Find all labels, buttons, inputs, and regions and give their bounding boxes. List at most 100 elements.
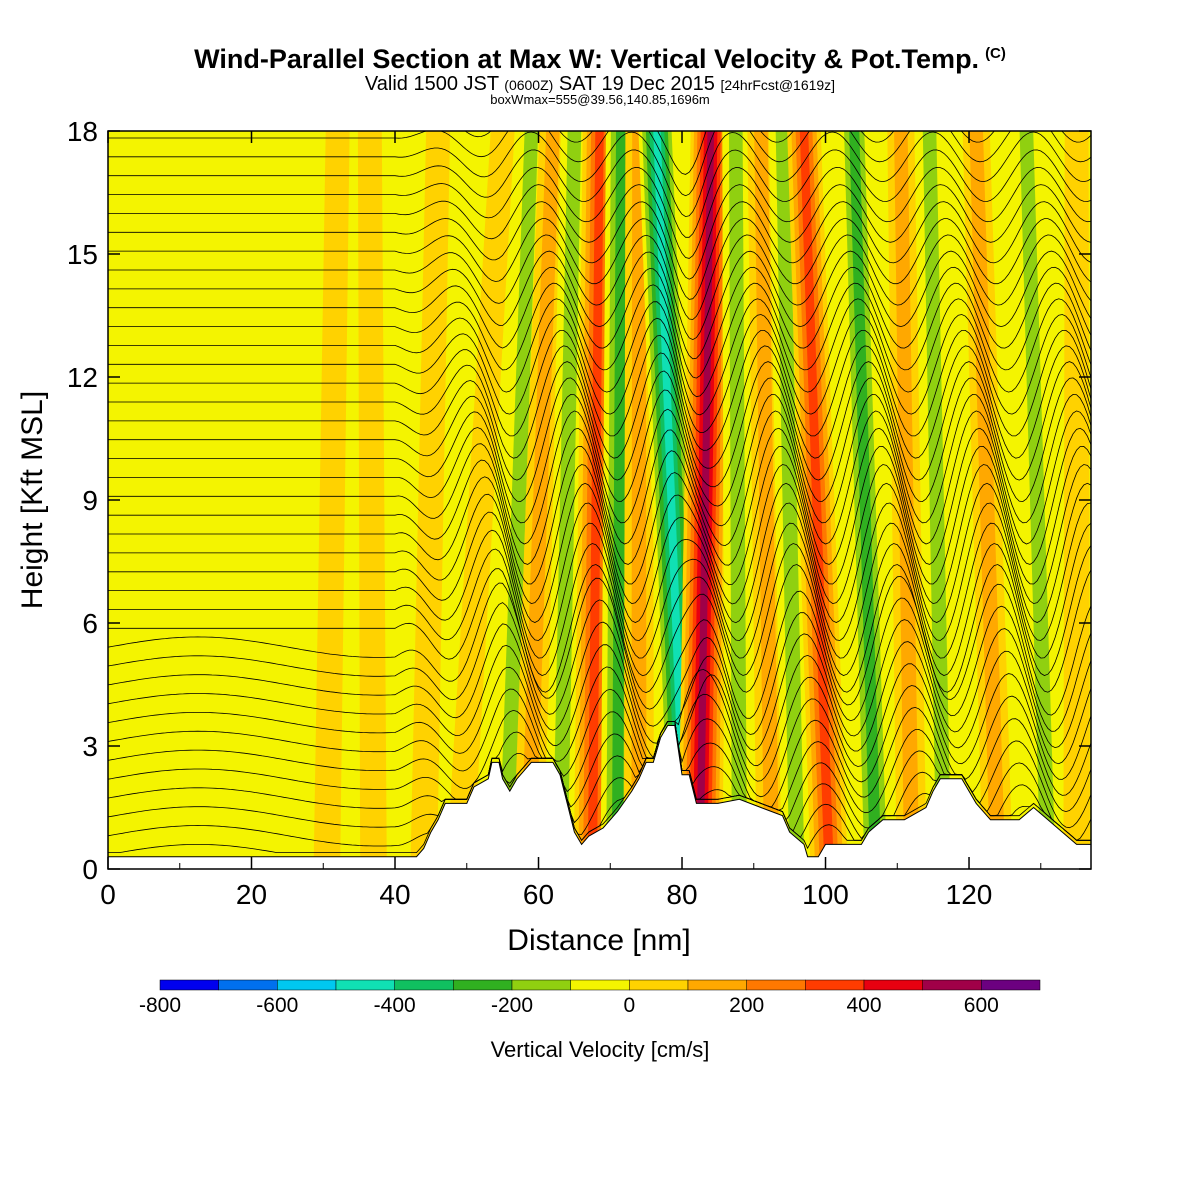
theta-contour [108, 575, 1091, 719]
velocity-band [410, 131, 450, 869]
theta-contour [108, 377, 1091, 507]
theta-contour [108, 706, 1091, 813]
chart-subtitle: Valid 1500 JST (0600Z) SAT 19 Dec 2015 [… [364, 73, 836, 95]
velocity-band-level [969, 131, 1006, 869]
velocity-band [491, 131, 545, 869]
theta-contour [108, 250, 1091, 360]
colorbar-swatch [981, 979, 1041, 991]
colorbar-swatch [394, 979, 454, 991]
x-tick-label: 100 [802, 879, 849, 910]
colorbar-tick-label: -200 [491, 994, 533, 1017]
theta-contour [108, 522, 1091, 659]
velocity-band [962, 131, 1013, 869]
y-tick-label: 3 [82, 731, 98, 762]
theta-contour [108, 298, 1091, 416]
velocity-band-level [410, 131, 450, 869]
velocity-band-level [552, 131, 582, 869]
velocity-band-level [775, 131, 805, 869]
velocity-band-level [922, 131, 952, 869]
y-tick-label: 18 [67, 116, 98, 147]
colorbar-swatch [863, 979, 923, 991]
colorbar: -800 -600 -400 -200 0 200 400 600 [139, 979, 1041, 1017]
theta-contour [108, 445, 1091, 586]
x-tick-label: 20 [236, 879, 267, 910]
theta-contour [108, 663, 1091, 782]
colorbar-tick-label: -400 [374, 994, 416, 1017]
y-tick-label: 15 [67, 239, 98, 270]
theta-contour [108, 721, 1091, 847]
chart-box-info: boxWmax=555@39.56,140.85,1696m [490, 92, 710, 107]
theta-contour [108, 330, 1091, 451]
x-tick-label: 60 [523, 879, 554, 910]
colorbar-swatch [687, 979, 747, 991]
colorbar-label: Vertical Velocity [cm/s] [491, 1037, 710, 1062]
theta-contour [108, 543, 1091, 677]
theta-contour [108, 564, 1091, 694]
colorbar-swatch [277, 979, 337, 991]
colorbar-swatch [805, 979, 865, 991]
colorbar-tick-label: 400 [846, 994, 881, 1017]
y-tick-label: 9 [82, 485, 98, 516]
theta-contour [108, 410, 1091, 547]
colorbar-swatch [570, 979, 630, 991]
y-tick-label: 12 [67, 362, 98, 393]
theta-contour [108, 361, 1091, 488]
velocity-band-level [313, 131, 350, 869]
theta-contour [108, 597, 1091, 735]
theta-contour [108, 721, 1091, 841]
theta-contour [108, 201, 1091, 300]
x-tick-label: 80 [666, 879, 697, 910]
colorbar-swatch [335, 979, 395, 991]
colorbar-tick-label: 600 [964, 994, 999, 1017]
theta-contour [108, 234, 1091, 341]
theta-contour [108, 282, 1091, 398]
velocity-band-level [357, 131, 387, 869]
velocity-band-level [611, 131, 627, 869]
theta-contour [108, 482, 1091, 624]
velocity-band [313, 131, 350, 869]
y-tick-label: 0 [82, 854, 98, 885]
theta-contour [108, 721, 1091, 841]
colorbar-swatch [746, 979, 806, 991]
x-tick-label: 40 [379, 879, 410, 910]
theta-contour [108, 393, 1091, 527]
colorbar-swatch [629, 979, 689, 991]
potential-temperature-contours [108, 131, 1091, 853]
colorbar-tick-label: 200 [729, 994, 764, 1017]
theta-contour [108, 641, 1091, 767]
theta-contour [108, 685, 1091, 798]
colorbar-swatch [453, 979, 513, 991]
theta-contour [108, 721, 1091, 829]
x-axis: 0 20 40 60 80 100 120 [100, 131, 1042, 910]
colorbar-tick-label: -800 [139, 994, 181, 1017]
colorbar-tick-label: 0 [623, 994, 635, 1017]
velocity-band-level [1019, 131, 1056, 869]
terrain [108, 725, 1091, 869]
theta-contour [108, 619, 1091, 751]
theta-contour [108, 131, 1091, 218]
velocity-band-level [587, 131, 604, 869]
y-axis: 0 3 6 9 12 15 18 [67, 116, 1091, 885]
theta-contour [108, 502, 1091, 642]
colorbar-swatch [159, 979, 219, 991]
x-tick-label: 0 [100, 879, 116, 910]
y-tick-label: 6 [82, 608, 98, 639]
theta-contour [108, 314, 1091, 433]
theta-contour [108, 345, 1091, 469]
theta-contour [108, 427, 1091, 566]
velocity-band-level [729, 131, 747, 869]
colorbar-tick-label: -600 [256, 994, 298, 1017]
velocity-band-level [631, 131, 647, 869]
colorbar-swatch [218, 979, 278, 991]
theta-contour [108, 266, 1091, 379]
colorbar-swatch [511, 979, 571, 991]
colorbar-swatch [922, 979, 982, 991]
theta-contour [108, 184, 1091, 280]
theta-contour [108, 464, 1091, 605]
theta-contour [108, 166, 1091, 259]
theta-contour [108, 218, 1091, 320]
x-tick-label: 120 [946, 879, 993, 910]
theta-contour [108, 149, 1091, 238]
chart-title: Wind-Parallel Section at Max W: Vertical… [194, 44, 1006, 74]
